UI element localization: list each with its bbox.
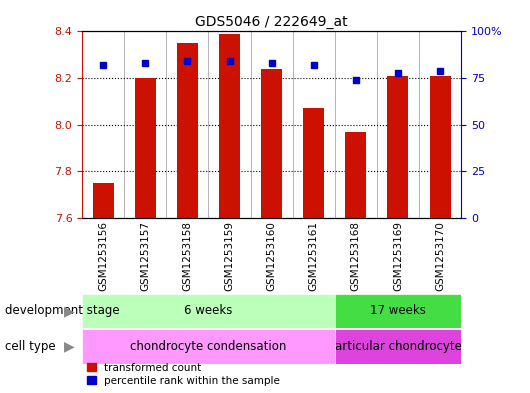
Bar	[303, 108, 324, 218]
Bar	[82, 329, 335, 364]
Text: GSM1253170: GSM1253170	[435, 222, 445, 291]
Text: GSM1253156: GSM1253156	[98, 221, 108, 292]
Text: GSM1253158: GSM1253158	[182, 221, 192, 292]
Text: development stage: development stage	[5, 304, 120, 318]
Text: GSM1253161: GSM1253161	[309, 221, 319, 292]
Bar	[177, 43, 198, 218]
Bar	[387, 76, 409, 218]
Text: GSM1253157: GSM1253157	[140, 221, 151, 292]
Text: GSM1253169: GSM1253169	[393, 221, 403, 292]
Bar	[335, 294, 461, 328]
Text: chondrocyte condensation: chondrocyte condensation	[130, 340, 287, 353]
Legend: transformed count, percentile rank within the sample: transformed count, percentile rank withi…	[87, 363, 280, 386]
Text: GSM1253159: GSM1253159	[225, 221, 234, 292]
Bar	[335, 329, 461, 364]
Title: GDS5046 / 222649_at: GDS5046 / 222649_at	[196, 15, 348, 29]
Text: GSM1253168: GSM1253168	[351, 221, 361, 292]
Text: 17 weeks: 17 weeks	[370, 304, 426, 318]
Text: GSM1253160: GSM1253160	[267, 222, 277, 291]
Bar	[261, 69, 282, 218]
Bar	[82, 294, 335, 328]
Text: ▶: ▶	[64, 304, 74, 318]
Bar	[429, 76, 450, 218]
Bar	[135, 78, 156, 218]
Text: cell type: cell type	[5, 340, 56, 353]
Text: articular chondrocyte: articular chondrocyte	[334, 340, 462, 353]
Bar	[346, 132, 366, 218]
Text: ▶: ▶	[64, 339, 74, 353]
Text: 6 weeks: 6 weeks	[184, 304, 233, 318]
Bar	[93, 183, 114, 218]
Bar	[219, 34, 240, 218]
